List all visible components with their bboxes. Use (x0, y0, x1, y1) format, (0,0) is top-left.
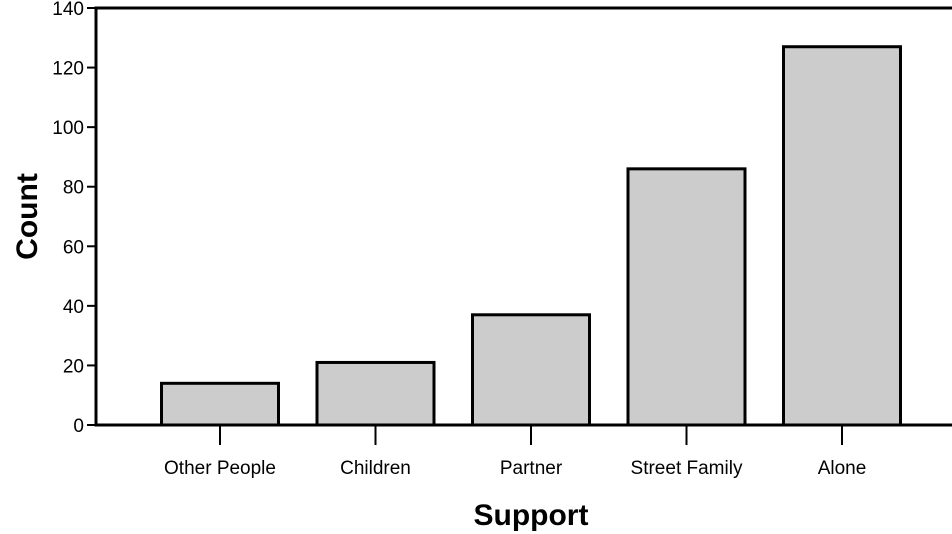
y-tick-label: 120 (52, 59, 84, 80)
y-tick-label: 20 (63, 356, 84, 377)
y-tick-label: 80 (63, 178, 84, 199)
y-axis-title: Count (11, 173, 44, 260)
y-tick-label: 0 (73, 416, 84, 437)
x-tick-label: Partner (500, 458, 563, 479)
y-tick-label: 40 (63, 297, 84, 318)
x-tick-label: Children (340, 458, 411, 479)
bar-children (315, 360, 436, 427)
bars-group (160, 45, 902, 427)
y-tick-label: 100 (52, 118, 84, 139)
x-axis-title: Support (474, 499, 589, 532)
y-tick-label: 60 (63, 237, 84, 258)
bar-street-family (626, 167, 747, 427)
bar-partner (471, 313, 591, 427)
y-tick-label: 140 (52, 0, 84, 20)
y-ticks-group: 0 20 40 60 80 100 120 140 (52, 0, 96, 437)
x-ticks-group: Other People Children Partner Street Family… (164, 425, 866, 479)
x-tick-label: Alone (818, 458, 867, 479)
axes-group (94, 6, 952, 427)
bar-other-people (160, 381, 280, 427)
bar-alone (782, 45, 902, 427)
x-tick-label: Other People (164, 458, 276, 479)
x-tick-label: Street Family (631, 458, 743, 479)
